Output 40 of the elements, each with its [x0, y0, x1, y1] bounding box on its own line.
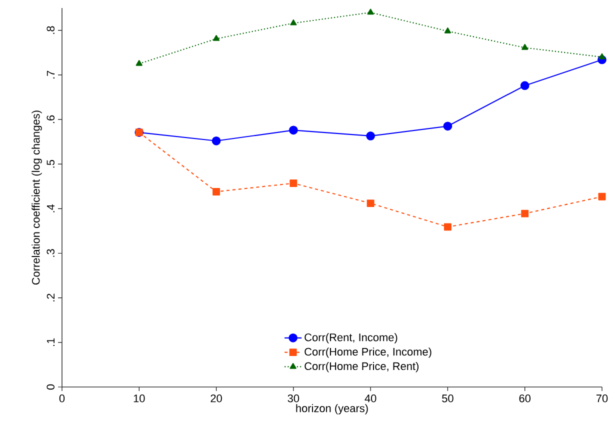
point [598, 53, 606, 60]
point [212, 35, 220, 41]
x-tick-label: 60 [519, 394, 531, 402]
point [366, 132, 376, 140]
y-tick-label: .2 [46, 294, 54, 302]
point [290, 19, 297, 26]
point [522, 44, 528, 50]
y-tick-label: .6 [46, 115, 54, 124]
y-axis-title: Correlation coefficient (log changes) [32, 110, 42, 285]
y-tick-label: .4 [46, 204, 54, 212]
y-tick-label: .3 [46, 249, 54, 257]
point [290, 179, 298, 187]
x-tick-label: 50 [442, 394, 454, 402]
point [443, 122, 452, 131]
point [444, 27, 452, 34]
legend-label: Corr(Rent, Income) [304, 333, 398, 344]
point [444, 223, 452, 231]
point [598, 192, 606, 200]
point [212, 136, 221, 146]
y-tick-label: .5 [46, 160, 54, 168]
x-tick-label: 10 [134, 394, 145, 402]
x-tick-label: 0 [59, 394, 65, 402]
x-tick-label: 70 [596, 394, 608, 402]
y-tick-label: 0 [46, 384, 54, 390]
point [366, 200, 374, 208]
point [288, 126, 298, 135]
legend-label: Corr(Home Price, Income) [304, 348, 432, 358]
point [367, 8, 374, 15]
y-tick-label: .7 [46, 70, 54, 78]
y-tick-label: .1 [46, 338, 54, 346]
x-tick-label: 40 [364, 394, 376, 402]
point [136, 60, 142, 66]
point [521, 210, 529, 218]
x-tick-label: 20 [210, 394, 222, 402]
y-tick-label: .8 [46, 26, 54, 34]
legend-label: Corr(Home Price, Rent) [304, 362, 418, 372]
point [520, 81, 530, 90]
point [212, 188, 220, 196]
x-tick-label: 30 [288, 394, 300, 402]
x-axis-title: horizon (years) [296, 404, 368, 414]
